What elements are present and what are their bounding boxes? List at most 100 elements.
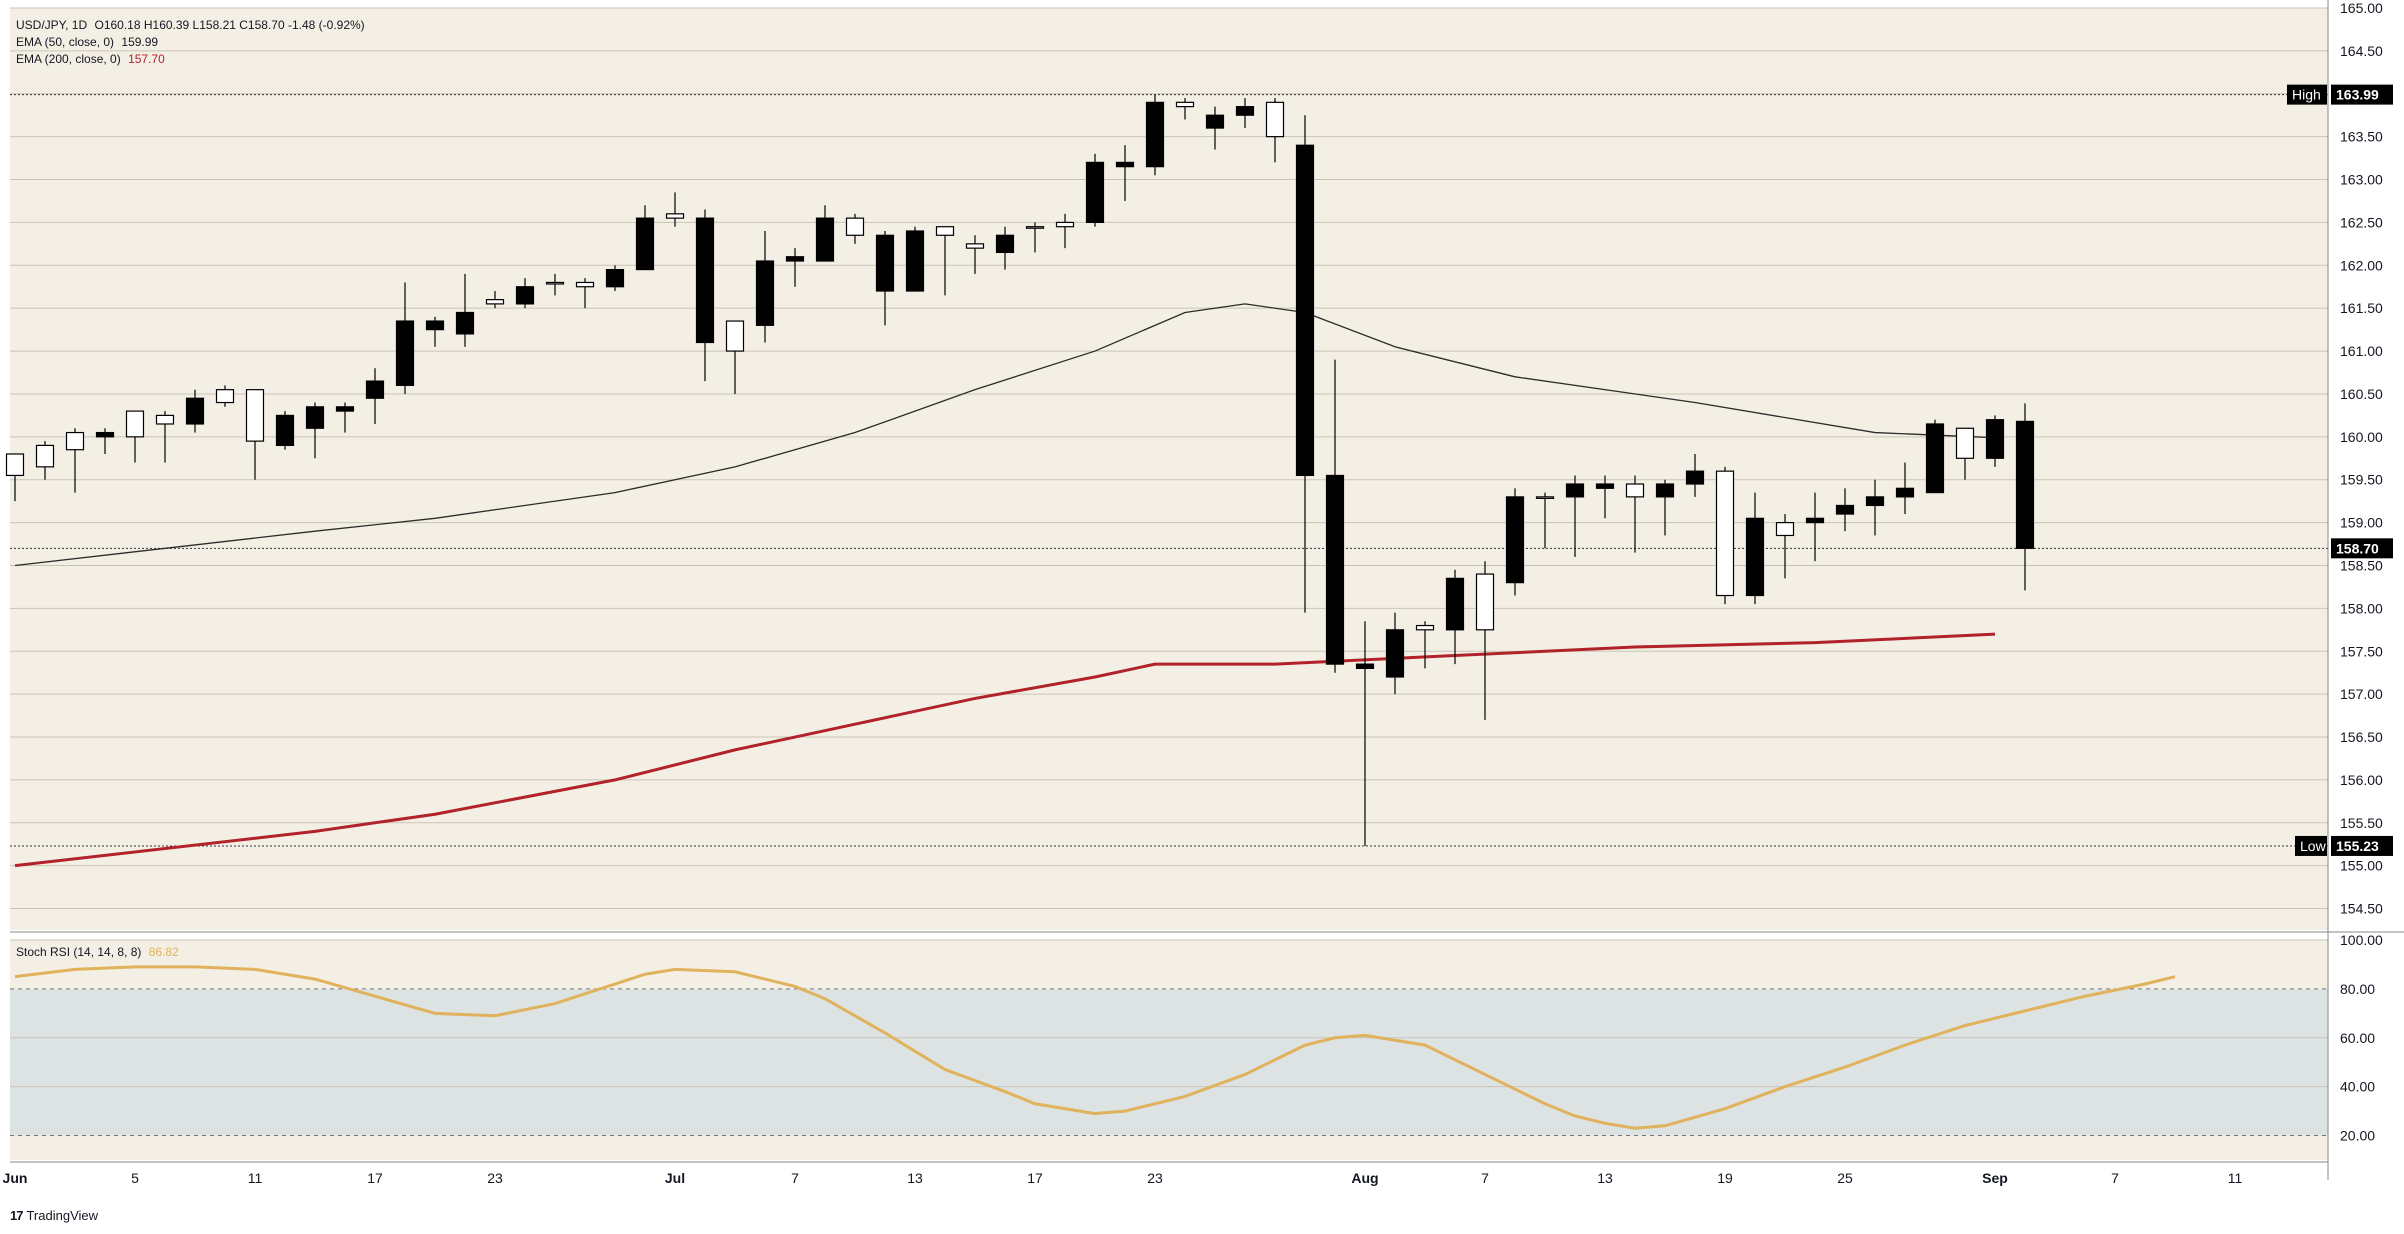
candle-body xyxy=(725,320,745,352)
candle xyxy=(935,226,955,296)
candle-body xyxy=(1565,483,1585,498)
candle-body xyxy=(125,410,145,438)
candle-body xyxy=(455,311,475,335)
x-tick-label: 23 xyxy=(487,1170,503,1186)
candle-body xyxy=(215,389,235,404)
y-tick-label: 163.00 xyxy=(2340,172,2383,188)
candle-body xyxy=(575,281,595,288)
candle-body xyxy=(1925,423,1945,494)
y-tick-label: 154.50 xyxy=(2340,901,2383,917)
rsi-band xyxy=(10,988,2328,1136)
candle-body xyxy=(1055,221,1075,228)
candle xyxy=(1025,222,1045,253)
candle xyxy=(1625,475,1645,553)
candle-body xyxy=(515,286,535,305)
candle xyxy=(1385,612,1405,695)
candle-body xyxy=(365,380,385,399)
candle-body xyxy=(1325,474,1345,665)
candle xyxy=(1505,488,1525,596)
y-tick-label: 161.50 xyxy=(2340,300,2383,316)
candle xyxy=(95,428,115,454)
candle xyxy=(1535,492,1555,549)
candle xyxy=(1805,492,1825,562)
y-tick-label: 161.00 xyxy=(2340,343,2383,359)
candle-body xyxy=(1625,483,1645,498)
candle-body xyxy=(245,389,265,442)
x-tick-label: 25 xyxy=(1837,1170,1853,1186)
rsi-series xyxy=(14,965,2176,1130)
candle xyxy=(755,230,775,343)
y-tick-label: 163.50 xyxy=(2340,129,2383,145)
candle-body xyxy=(905,230,925,292)
candle-body xyxy=(1085,161,1105,224)
candle-body xyxy=(1985,419,2005,459)
stoch-rsi-label: Stoch RSI (14, 14, 8, 8) xyxy=(16,945,142,959)
y-tick-label: 158.50 xyxy=(2340,557,2383,573)
candle-body xyxy=(1175,101,1195,108)
candle xyxy=(2015,403,2035,591)
candle-body xyxy=(695,217,715,344)
stoch-rsi-value: 86.82 xyxy=(148,945,179,959)
ema50-legend[interactable]: EMA (50, close, 0) 159.99 xyxy=(16,35,162,49)
candle xyxy=(575,278,595,309)
candle-body xyxy=(95,431,115,438)
x-tick-label: Sep xyxy=(1982,1170,2008,1186)
candle-body xyxy=(1445,577,1465,631)
candle-body xyxy=(1205,114,1225,129)
candle xyxy=(5,453,25,502)
stoch-rsi-legend[interactable]: Stoch RSI (14, 14, 8, 8) 86.82 xyxy=(16,945,183,959)
candle xyxy=(905,226,925,292)
symbol-name[interactable]: USD/JPY, 1D xyxy=(16,18,88,32)
y-tick-label: 164.50 xyxy=(2340,43,2383,59)
candle xyxy=(785,248,805,287)
ema200-value: 157.70 xyxy=(128,52,165,66)
rsi-tick-label: 100.00 xyxy=(2340,932,2383,948)
x-tick-label: 7 xyxy=(791,1170,799,1186)
candle-body xyxy=(1355,663,1375,670)
candle xyxy=(1985,415,2005,467)
candle xyxy=(1145,94,1165,176)
candle-body xyxy=(35,444,55,468)
tradingview-logo[interactable]: 17 TradingView xyxy=(10,1208,98,1223)
ema200-legend[interactable]: EMA (200, close, 0) 157.70 xyxy=(16,52,169,66)
low-tag-value: 155.23 xyxy=(2336,838,2379,854)
candle xyxy=(1115,145,1135,201)
candle-body xyxy=(1415,624,1435,631)
candle-body xyxy=(1295,144,1315,477)
y-tick-label: 165.00 xyxy=(2340,0,2383,16)
high-tag-label: High xyxy=(2292,87,2321,103)
candle-body xyxy=(1835,504,1855,515)
candle-body xyxy=(1505,496,1525,584)
candle xyxy=(605,265,625,292)
candle xyxy=(1235,98,1255,129)
candle xyxy=(125,410,145,463)
high-tag-box xyxy=(2331,84,2393,105)
candle xyxy=(1955,427,1975,480)
ohlc-values: O160.18 H160.39 L158.21 C158.70 -1.48 (-… xyxy=(94,18,365,32)
candle-body xyxy=(1865,496,1885,507)
ema200-line xyxy=(14,632,1996,868)
price-series xyxy=(5,94,2035,868)
candle-body xyxy=(395,320,415,386)
main-grid xyxy=(10,7,2328,910)
rsi-tick-label: 80.00 xyxy=(2340,981,2375,997)
ema50-label: EMA (50, close, 0) xyxy=(16,35,115,49)
y-tick-label: 159.00 xyxy=(2340,515,2383,531)
candle-body xyxy=(1145,101,1165,168)
x-tick-label: Jul xyxy=(665,1170,685,1186)
low-tag-label: Low xyxy=(2300,838,2327,854)
candle xyxy=(1265,98,1285,163)
x-tick-label: 13 xyxy=(1597,1170,1613,1186)
candle-body xyxy=(935,226,955,236)
candle xyxy=(1085,153,1105,227)
candle-body xyxy=(785,256,805,262)
candle xyxy=(155,411,175,463)
candle-body xyxy=(2015,420,2035,549)
candle xyxy=(1595,475,1615,519)
candle xyxy=(1925,419,1945,494)
x-tick-label: 5 xyxy=(131,1170,139,1186)
candle-body xyxy=(605,268,625,288)
candle-body xyxy=(1265,101,1285,138)
